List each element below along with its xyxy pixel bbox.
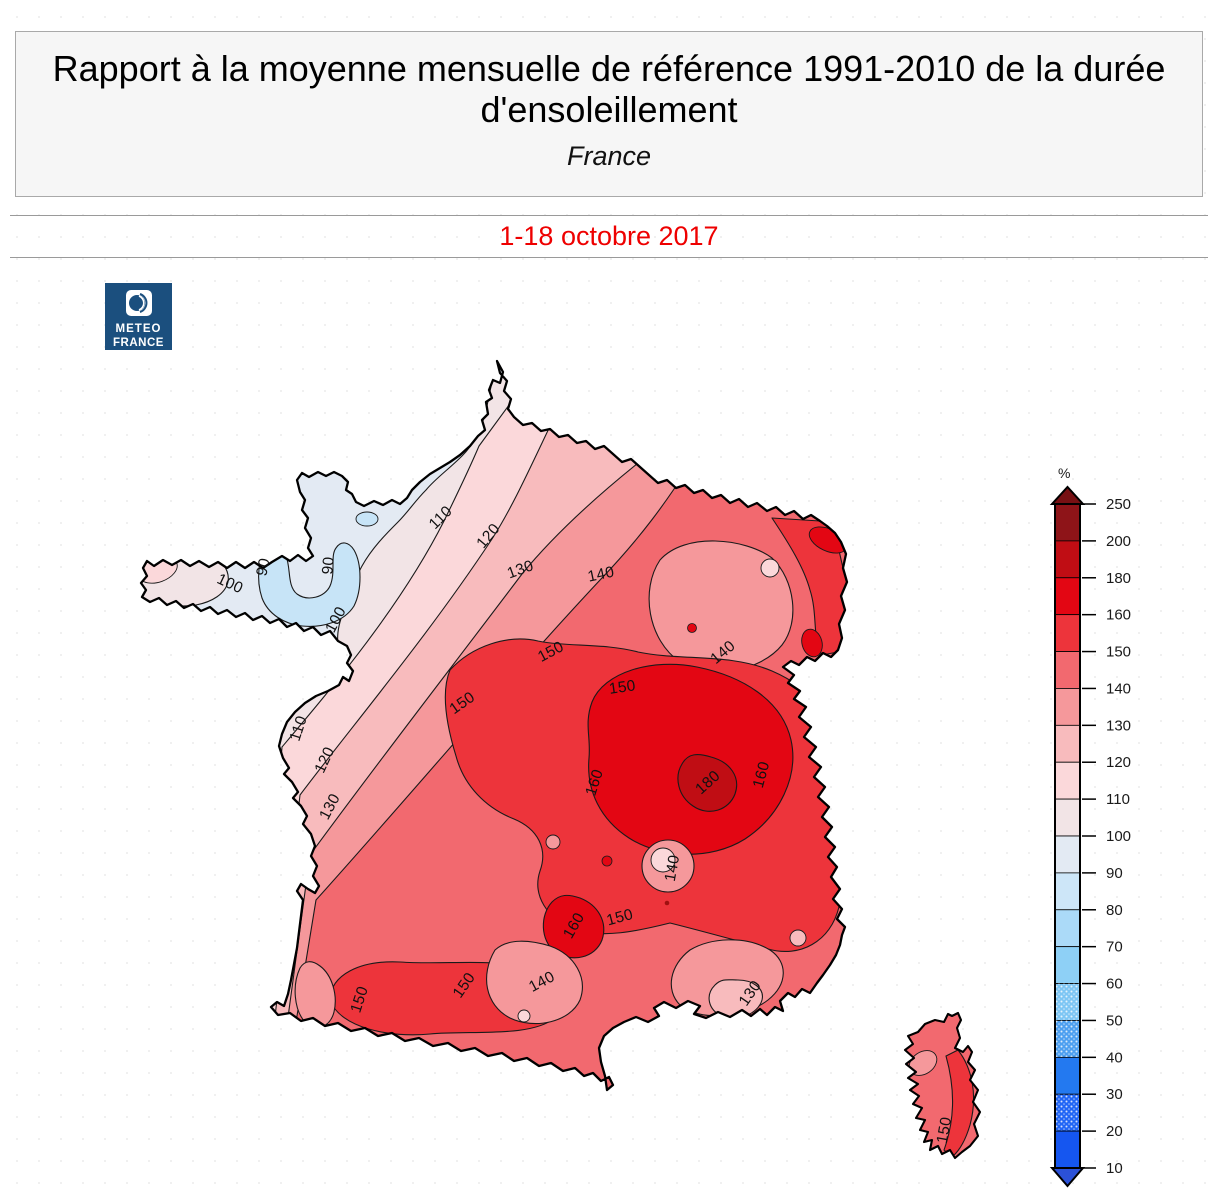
legend-tick-label: 80 bbox=[1106, 902, 1123, 919]
legend-tick-label: 90 bbox=[1106, 865, 1123, 882]
legend-arrow-bottom bbox=[1052, 1168, 1083, 1186]
legend-tick-label: 250 bbox=[1106, 496, 1131, 513]
legend-tick-label: 160 bbox=[1106, 607, 1131, 624]
contour-spot-low-ne bbox=[761, 559, 779, 577]
legend-arrow-top bbox=[1052, 487, 1083, 504]
legend-tick-label: 70 bbox=[1106, 939, 1123, 956]
contour-spot-low-south bbox=[518, 1010, 530, 1022]
contour-spot-small bbox=[546, 835, 560, 849]
meteo-france-logo: METEO FRANCE bbox=[105, 283, 172, 350]
legend-segment-stipple bbox=[1055, 984, 1080, 1021]
legend-segment bbox=[1055, 873, 1080, 910]
legend-tick-label: 130 bbox=[1106, 717, 1131, 734]
legend-tick-label: 30 bbox=[1106, 1086, 1123, 1103]
legend-tick-label: 40 bbox=[1106, 1049, 1123, 1066]
legend-tick-label: 200 bbox=[1106, 533, 1131, 550]
report-page: Rapport à la moyenne mensuelle de référe… bbox=[0, 0, 1218, 1200]
legend-tick-label: 50 bbox=[1106, 1012, 1123, 1029]
legend-segment-stipple bbox=[1055, 1094, 1080, 1131]
legend-colorbar: % 250 200 180 160 150 140 130 120 110 100 90 80 70 60 5… bbox=[1052, 465, 1131, 1186]
france-sunshine-contour-map: 9090100100110120130110120130140140150150… bbox=[0, 0, 1218, 1200]
legend-unit-label: % bbox=[1058, 465, 1070, 481]
legend-segment bbox=[1055, 799, 1080, 836]
legend-tick-label: 110 bbox=[1106, 791, 1130, 808]
legend-tick-label: 60 bbox=[1106, 976, 1123, 993]
legend-tick-label: 10 bbox=[1106, 1160, 1123, 1177]
contour-dot-tiny bbox=[665, 901, 670, 906]
meteo-france-emblem-icon bbox=[105, 290, 172, 321]
contour-spot-lt90 bbox=[356, 512, 378, 526]
contour-spot-low-riviera bbox=[790, 930, 806, 946]
contour-label-90: 90 bbox=[319, 556, 337, 575]
legend-segment bbox=[1055, 652, 1080, 689]
legend-segment bbox=[1055, 910, 1080, 947]
legend-segment bbox=[1055, 504, 1080, 541]
contour-dot-ne bbox=[688, 624, 697, 633]
contour-dot-central bbox=[602, 856, 612, 866]
logo-text-line2: FRANCE bbox=[105, 337, 172, 350]
legend-segment bbox=[1055, 947, 1080, 984]
logo-text-line1: METEO bbox=[105, 323, 172, 337]
legend-tick-label: 140 bbox=[1106, 680, 1131, 697]
legend-tick-label: 150 bbox=[1106, 644, 1131, 661]
legend-segment bbox=[1055, 725, 1080, 762]
legend-tick-label: 120 bbox=[1106, 754, 1131, 771]
legend-segment-stipple bbox=[1055, 1020, 1080, 1057]
legend-segment bbox=[1055, 836, 1080, 873]
legend-segment bbox=[1055, 615, 1080, 652]
legend-segment bbox=[1055, 1057, 1080, 1094]
legend-tick-label: 180 bbox=[1106, 570, 1131, 587]
legend-tick-label: 20 bbox=[1106, 1123, 1123, 1140]
legend-tick-label: 100 bbox=[1106, 828, 1131, 845]
legend-segment bbox=[1055, 578, 1080, 615]
legend-segment bbox=[1055, 762, 1080, 799]
legend-segment bbox=[1055, 1131, 1080, 1168]
legend-segment bbox=[1055, 688, 1080, 725]
legend-segment bbox=[1055, 541, 1080, 578]
